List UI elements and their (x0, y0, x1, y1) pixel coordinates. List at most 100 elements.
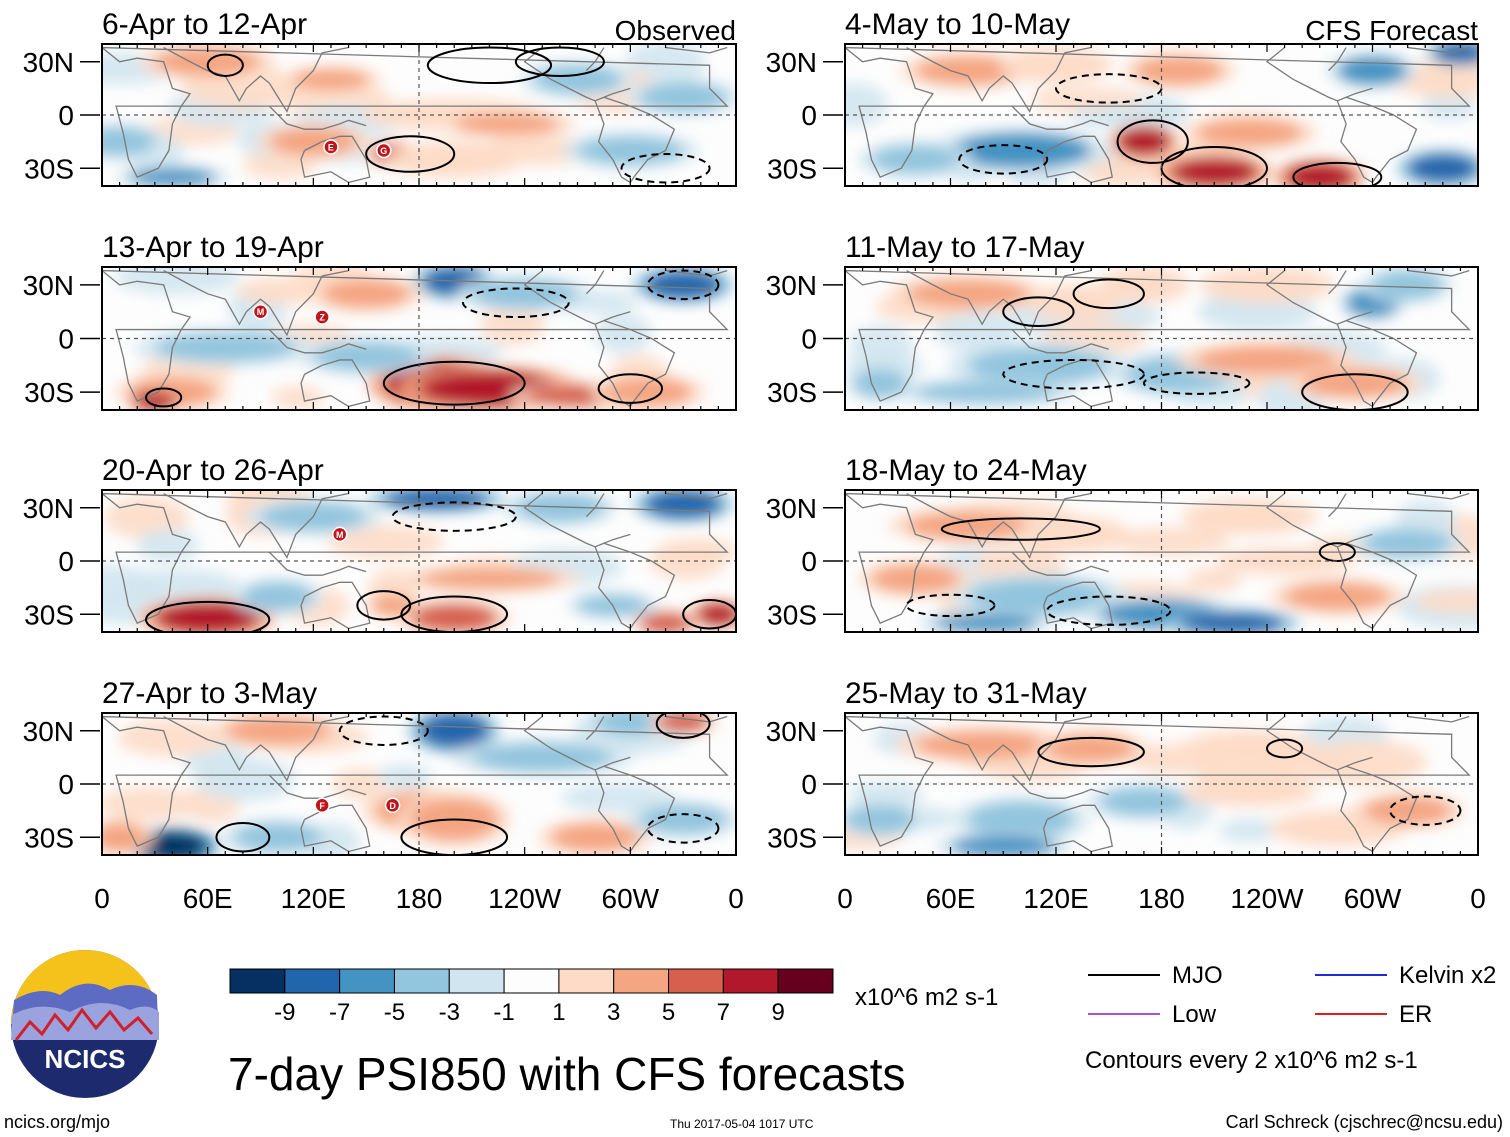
panel-title: 4-May to 10-May (845, 8, 1070, 41)
anomaly-blob (1196, 734, 1303, 763)
anomaly-field (845, 44, 1478, 186)
anomaly-blob (102, 127, 155, 156)
colorbar-swatch (339, 968, 395, 994)
anomaly-blob (871, 564, 960, 593)
x-tick-label: 60W (1344, 883, 1402, 914)
storm-marker (252, 303, 269, 320)
x-tick-label: 0 (1470, 883, 1486, 914)
coastline (594, 546, 631, 630)
coastline (102, 492, 729, 624)
coastline (585, 47, 605, 72)
y-tick-label: 30N (23, 47, 74, 78)
mjo-contour (206, 53, 244, 77)
coastline (1328, 47, 1347, 72)
mjo-contour (382, 360, 526, 406)
anomaly-blob (1038, 288, 1109, 318)
mjo-contour (1318, 542, 1356, 562)
coastline (665, 492, 728, 500)
coastline (1345, 96, 1418, 183)
coastline (300, 359, 371, 408)
anomaly-blob (934, 309, 1016, 352)
panel-title: 27-Apr to 3-May (102, 677, 317, 710)
coastline (845, 492, 1471, 624)
panel-title: 20-Apr to 26-Apr (102, 454, 324, 487)
panel-title: 6-Apr to 12-Apr (102, 8, 307, 41)
anomaly-blob (595, 713, 666, 737)
anomaly-blob (454, 113, 560, 135)
anomaly-blob (1407, 154, 1478, 183)
anomaly-blob (1110, 527, 1230, 556)
anomaly-blob (242, 582, 314, 611)
coastline (300, 135, 371, 184)
anomaly-blob (1012, 51, 1100, 80)
mjo-contour (1301, 373, 1409, 410)
storm-label: M (257, 307, 265, 317)
panel-title: 18-May to 24-May (845, 454, 1087, 487)
anomaly-blob (1284, 162, 1355, 186)
anomaly-blob (1196, 345, 1338, 375)
colorbar-tick-label: 9 (772, 999, 785, 1026)
logo-text: NCICS (45, 1044, 126, 1074)
mjo-contour (365, 135, 456, 173)
colorbar-tick-label: 3 (607, 999, 620, 1026)
column-label: Observed (615, 15, 736, 46)
mjo-contour (400, 818, 509, 855)
anomaly-blob (533, 65, 622, 94)
coastline (523, 270, 631, 325)
coastline (585, 716, 605, 741)
anomaly-blob (906, 279, 1030, 309)
anomaly-blob (950, 132, 1092, 169)
anomaly-field (845, 267, 1454, 410)
y-tick-label: 30S (24, 599, 74, 630)
anomaly-blob (271, 386, 325, 410)
anomaly-blob (1337, 56, 1408, 85)
anomaly-field (845, 715, 1465, 855)
mjo-contour (145, 600, 271, 632)
contours (958, 73, 1383, 186)
anomaly-blob (1135, 56, 1224, 85)
colorbar-swatch (777, 968, 834, 994)
coastline (845, 269, 1471, 402)
y-tick-label: 0 (801, 769, 817, 800)
mjo-contour (940, 517, 1101, 541)
anomaly-blob (1179, 612, 1285, 632)
coastline (1265, 47, 1373, 102)
anomaly-blob (1284, 582, 1391, 611)
storm-marker (376, 142, 392, 159)
anomaly-blob (515, 493, 604, 522)
website-link[interactable]: ncics.org/mjo (4, 1112, 110, 1132)
anomaly-blob (1029, 520, 1118, 549)
coastline (163, 492, 349, 559)
y-tick-label: 0 (58, 100, 74, 131)
anomaly-blob (102, 823, 147, 852)
anomaly-blob (125, 569, 241, 604)
anomaly-blob (968, 801, 1074, 838)
map-panel: F D 27-Apr to 3-May 30N 0 30S (23, 677, 737, 856)
coastline (1011, 105, 1109, 130)
anomaly-blob (195, 757, 296, 802)
panel-title: 25-May to 31-May (845, 677, 1087, 710)
coastline (523, 47, 631, 102)
y-tick-label: 0 (801, 324, 817, 355)
colorbar: -9 -7 -5 -3 -1 1 3 5 7 9 (229, 968, 834, 1026)
y-tick-label: 30S (767, 822, 817, 853)
anomaly-blob (1196, 782, 1303, 804)
coastline (1345, 542, 1418, 629)
anomaly-blob (1170, 157, 1259, 186)
negative-contour (1142, 371, 1251, 395)
anomaly-blob (1363, 796, 1452, 825)
coastline (300, 581, 371, 630)
coastline (300, 804, 371, 853)
coastline (1265, 716, 1373, 771)
y-tick-label: 0 (801, 546, 817, 577)
anomaly-blob (968, 347, 1109, 384)
x-tick-label: 60E (183, 883, 233, 914)
anomaly-blob (313, 342, 419, 371)
anomaly-blob (1196, 502, 1303, 531)
negative-contour (646, 813, 720, 844)
y-tick-label: 30N (766, 716, 817, 747)
anomaly-blob (154, 601, 261, 632)
x-tick-label: 120W (488, 883, 562, 914)
mjo-contour (1037, 736, 1145, 768)
